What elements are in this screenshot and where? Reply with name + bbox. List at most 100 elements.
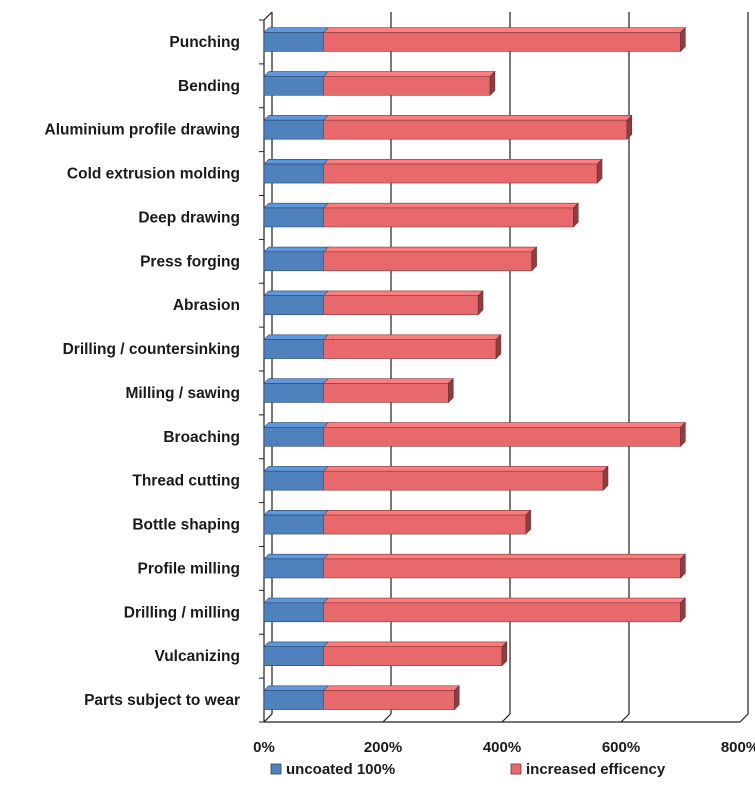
bar-side	[680, 553, 686, 579]
category-label: Drilling / countersinking	[63, 341, 240, 358]
gridline-floor	[739, 713, 749, 723]
bar-efficiency	[323, 427, 681, 447]
bar-top-uncoated	[263, 246, 330, 253]
bar-top-efficiency	[322, 641, 508, 647]
bar-top-efficiency	[322, 334, 502, 340]
bar-efficiency	[323, 602, 681, 623]
bar-top-uncoated	[263, 27, 330, 33]
bar-top-efficiency	[322, 27, 687, 33]
bar-side	[501, 641, 508, 667]
category-label: Milling / sawing	[125, 385, 240, 402]
bar-side	[680, 597, 686, 623]
bar-side	[573, 202, 579, 228]
bar-uncoated	[263, 339, 324, 359]
bar-top-efficiency	[322, 246, 538, 253]
category-label: Vulcanizing	[154, 648, 240, 665]
legend-label: increased efficency	[526, 761, 666, 778]
gridline-floor	[382, 713, 392, 723]
bar-top-efficiency	[322, 685, 460, 691]
category-label: Aluminium profile drawing	[45, 122, 240, 139]
bar-efficiency	[323, 470, 604, 491]
bar-top-uncoated	[263, 641, 330, 647]
legend-label: uncoated 100%	[286, 761, 395, 778]
bar-side	[680, 26, 686, 53]
bar-top-uncoated	[263, 378, 330, 384]
bar-top-uncoated	[263, 466, 330, 472]
bar-top-uncoated	[263, 685, 330, 691]
bar-side	[454, 685, 460, 711]
bar-top-efficiency	[322, 71, 496, 77]
bar-top-efficiency	[322, 553, 687, 560]
gridline-floor	[620, 713, 630, 723]
bar-top-efficiency	[322, 115, 633, 121]
gridline-floor	[263, 713, 273, 723]
x-tick-label: 800%	[721, 739, 755, 756]
bars	[263, 26, 687, 711]
legend-swatch	[510, 763, 522, 775]
gridline-floor	[501, 713, 511, 723]
bar-efficiency	[323, 339, 497, 359]
bar-top-efficiency	[322, 509, 532, 516]
bar-uncoated	[263, 251, 324, 272]
bar-side	[489, 70, 496, 97]
bar-uncoated	[263, 558, 324, 579]
bar-efficiency	[323, 514, 527, 535]
bar-side	[448, 377, 454, 404]
bar-top-uncoated	[263, 158, 330, 165]
category-label: Bottle shaping	[132, 517, 240, 534]
category-label: Parts subject to wear	[84, 692, 240, 709]
x-tick-label: 0%	[253, 739, 275, 756]
bar-efficiency	[323, 207, 574, 228]
category-label: Abrasion	[173, 297, 240, 314]
bar-uncoated	[263, 32, 324, 52]
category-label: Thread cutting	[132, 473, 240, 490]
x-tick-label: 400%	[483, 739, 521, 756]
category-label: Drilling / milling	[124, 604, 240, 621]
bar-side	[531, 246, 537, 272]
bar-uncoated	[263, 470, 324, 491]
category-labels: Punching Bending Aluminium profile drawing…	[45, 34, 240, 709]
bar-side	[602, 465, 609, 491]
x-tick-label: 600%	[602, 739, 640, 756]
bar-efficiency	[323, 383, 449, 403]
bar-top-efficiency	[322, 597, 687, 604]
bar-efficiency	[323, 690, 455, 710]
bar-top-efficiency	[322, 290, 484, 296]
bar-uncoated	[263, 690, 324, 710]
bar-top-uncoated	[263, 334, 330, 340]
bar-top-uncoated	[263, 71, 330, 77]
bar-uncoated	[263, 295, 324, 315]
bar-uncoated	[263, 602, 324, 623]
bar-efficiency	[323, 32, 681, 52]
bar-efficiency	[323, 119, 628, 140]
bar-uncoated	[263, 646, 324, 666]
legend: uncoated 100% increased efficency	[270, 761, 666, 778]
bar-top-uncoated	[263, 422, 330, 428]
bar-uncoated	[263, 119, 324, 140]
x-tick-label: 200%	[364, 739, 402, 756]
bar-side	[626, 114, 633, 140]
bar-uncoated	[263, 514, 324, 535]
category-label: Punching	[169, 34, 240, 51]
y-axis-top-edge	[263, 11, 273, 21]
legend-swatch	[270, 763, 282, 775]
bar-uncoated	[263, 76, 324, 96]
bar-top-efficiency	[322, 158, 603, 165]
bar-efficiency	[323, 646, 503, 666]
bar-side	[680, 421, 686, 448]
bar-efficiency	[323, 295, 479, 315]
category-label: Cold extrusion molding	[67, 166, 240, 183]
bar-efficiency	[323, 76, 491, 96]
bar-side	[525, 509, 531, 535]
bar-top-uncoated	[263, 553, 330, 560]
bar-top-uncoated	[263, 202, 330, 209]
bar-top-efficiency	[322, 202, 579, 209]
bar-top-uncoated	[263, 115, 330, 121]
bar-uncoated	[263, 163, 324, 184]
bar-top-uncoated	[263, 290, 330, 296]
bar-efficiency	[323, 251, 533, 272]
bar-uncoated	[263, 427, 324, 447]
bar-top-efficiency	[322, 422, 687, 428]
